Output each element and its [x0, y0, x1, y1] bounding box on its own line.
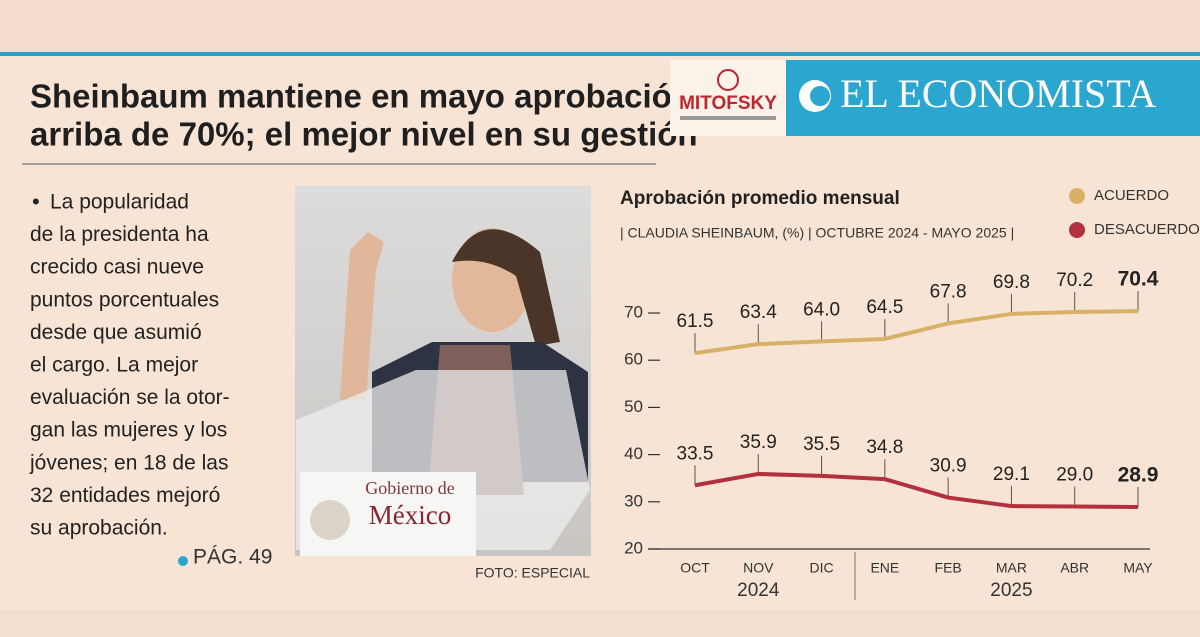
page-ref: PÁG. 49 [193, 546, 272, 569]
page-ref-dot [178, 556, 188, 566]
data-label: 29.0 [1056, 465, 1093, 486]
body-line: jóvenes; en 18 de las [29, 451, 228, 474]
podium-text: México [369, 500, 451, 530]
chart-subtitle: | CLAUDIA SHEINBAUM, (%) | OCTUBRE 2024 … [620, 225, 1014, 241]
paper-logo-box [786, 60, 1200, 136]
year-label: 2024 [737, 580, 780, 601]
body-line: puntos porcentuales [30, 288, 219, 311]
data-label: 35.9 [740, 432, 777, 453]
legend-label: ACUERDO [1094, 187, 1169, 204]
data-label: 34.8 [866, 437, 903, 458]
data-label: 70.2 [1056, 270, 1093, 291]
series-line [694, 471, 1139, 509]
x-tick-label: OCT [680, 560, 710, 576]
y-tick-label: 30 [624, 491, 643, 510]
body-line: de la presidenta ha [30, 223, 209, 246]
x-tick-label: ENE [870, 560, 899, 576]
data-label: 63.4 [740, 302, 777, 323]
photo-hair [452, 229, 560, 346]
y-tick-label: 40 [624, 444, 643, 463]
x-tick-label: MAR [996, 560, 1027, 576]
headline: arriba de 70%; el mejor nivel en su gest… [30, 116, 698, 153]
paper-emblem-inner [810, 86, 830, 106]
y-tick-label: 60 [624, 350, 643, 369]
x-tick-label: MAY [1123, 560, 1153, 576]
y-tick-label: 70 [624, 302, 643, 321]
legend-swatch [1069, 222, 1085, 238]
data-label: 61.5 [677, 311, 714, 332]
chart-title: Aprobación promedio mensual [620, 188, 900, 209]
pollster-emblem [717, 69, 739, 91]
data-label: 35.5 [803, 434, 840, 455]
data-label: 70.4 [1118, 268, 1159, 291]
body-line: desde que asumió [30, 321, 202, 344]
data-label: 69.8 [993, 272, 1030, 293]
top-rule [0, 52, 1200, 56]
y-tick-label: 20 [624, 538, 643, 557]
body-text: La popularidad de la presidenta ha crecido… [29, 191, 230, 540]
photo-arm [340, 232, 384, 400]
photo-seal [310, 500, 350, 540]
body-line: La popularidad [50, 191, 189, 214]
year-label: 2025 [990, 580, 1032, 601]
body-line: crecido casi nueve [30, 256, 204, 279]
headline: Sheinbaum mantiene en mayo aprobación [30, 78, 692, 115]
data-label: 64.0 [803, 299, 840, 320]
x-tick-label: DIC [810, 560, 834, 576]
legend-swatch [1069, 188, 1085, 204]
data-label: 30.9 [930, 456, 967, 477]
body-line: gan las mujeres y los [30, 419, 227, 442]
body-line: evaluación se la otor- [30, 386, 230, 409]
body-line: el cargo. La mejor [30, 354, 198, 377]
pollster-logo: MITOFSKY [679, 93, 777, 114]
pollster-logo-box [670, 60, 786, 136]
pollster-tagline [680, 116, 776, 120]
x-tick-label: NOV [743, 560, 774, 576]
body-line: su aprobación. [30, 517, 168, 540]
data-label: 64.5 [866, 297, 903, 318]
body-line: 32 entidades mejoró [30, 484, 220, 507]
podium-text: Gobierno de [365, 478, 454, 498]
data-label: 33.5 [677, 443, 714, 464]
x-tick-label: ABR [1060, 560, 1089, 576]
bullet: • [32, 189, 40, 214]
data-label: 29.1 [993, 464, 1030, 485]
top-margin [0, 0, 1200, 52]
bottom-margin [0, 610, 1200, 637]
legend-label: DESACUERDO [1094, 221, 1200, 238]
series-line [694, 309, 1139, 356]
data-label: 67.8 [930, 281, 967, 302]
paper-logo: EL ECONOMISTA [840, 71, 1157, 116]
data-label: 28.9 [1118, 464, 1159, 487]
y-tick-label: 50 [624, 397, 643, 416]
photo-credit: FOTO: ESPECIAL [475, 565, 590, 581]
x-tick-label: FEB [935, 560, 962, 576]
